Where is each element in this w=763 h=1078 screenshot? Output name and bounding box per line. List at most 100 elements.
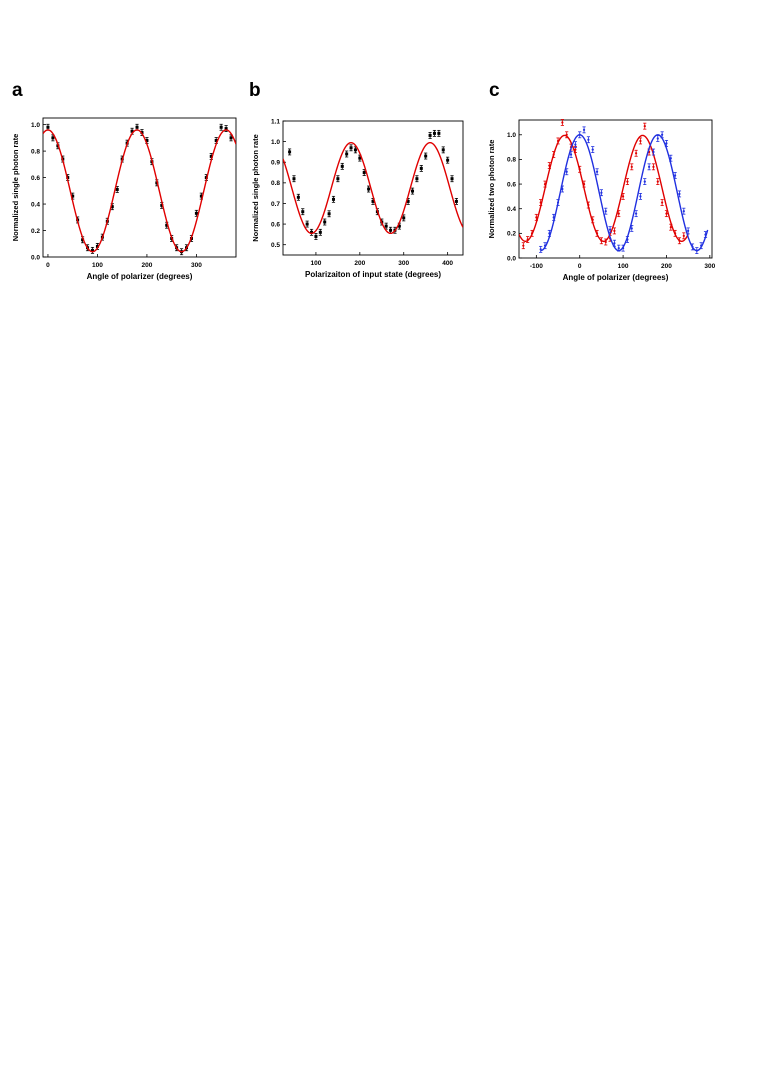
panel-b-chart: 100 200 300 400 0.5 0.6 0.7 0.8 0.9 1.0 1.1 Polariz… [251,118,464,279]
data-point [437,129,441,137]
y-tick-label: 0.6 [31,175,40,182]
marker [613,229,616,232]
marker [362,171,366,175]
data-point [560,185,564,193]
x-tick-label: -100 [530,263,543,270]
marker [135,125,139,129]
data-point [323,218,327,226]
marker [535,216,538,219]
data-point [336,175,340,183]
marker [349,146,353,150]
marker [450,177,454,181]
marker [437,131,441,135]
marker [406,199,410,203]
data-point [643,178,647,186]
x-tick-label: 200 [141,262,152,269]
data-point [90,246,95,254]
marker [652,165,655,168]
marker [595,170,599,173]
y-tick-label: 0.0 [507,255,516,262]
data-point [604,207,608,215]
marker [411,189,415,193]
marker [81,238,85,242]
data-point [219,123,223,131]
marker [678,192,681,196]
fit-curve [283,141,463,235]
marker [643,125,646,128]
marker [301,210,305,214]
marker [626,180,629,183]
data-point [638,192,643,200]
data-point [424,152,428,160]
data-point [625,178,630,186]
marker [214,139,218,143]
y-tick-label: 0.2 [31,228,40,235]
x-tick-label: 100 [310,260,321,267]
y-tick-label: 0.4 [31,201,40,208]
data-point [660,199,664,206]
x-tick-label: 200 [661,263,672,270]
data-point [682,207,686,215]
marker [600,191,603,194]
y-tick-label: 1.1 [271,118,280,125]
marker [565,170,568,173]
y-tick-label: 1.0 [507,132,516,139]
data-point [565,168,569,176]
fit-curve [43,129,236,253]
marker [682,234,685,237]
marker [561,121,564,124]
data-point [651,163,656,171]
marker [402,216,406,220]
marker [661,201,664,204]
data-point [647,163,651,171]
marker [419,166,423,170]
marker [648,165,651,168]
marker [428,133,432,137]
marker [415,177,419,181]
data-point [638,137,643,145]
marker [130,129,134,133]
marker [229,136,233,140]
panel-label-c: c [489,80,500,101]
data-point [388,226,393,234]
marker [371,199,375,203]
data-point [586,136,590,144]
y-tick-label: 0.7 [271,201,280,208]
x-tick-label: 100 [92,262,103,269]
marker [656,180,659,183]
data-point [314,233,318,240]
data-point [669,223,673,231]
data-point [446,156,450,164]
data-point [450,175,454,183]
marker [160,203,164,207]
panel-label-b: b [249,80,261,101]
marker [90,248,94,252]
marker [661,133,664,136]
marker [323,220,327,224]
marker [604,210,607,213]
marker [358,156,362,160]
marker [621,195,625,198]
x-tick-label: 300 [191,262,202,269]
panel-label-a: a [12,80,23,101]
marker [71,194,75,198]
marker [336,177,340,181]
data-point [349,144,353,152]
data-point [634,210,638,218]
data-point [560,119,564,126]
y-axis-title: Normalized single photon rate [11,134,20,242]
x-axis-title: Angle of polarizer (degrees) [87,272,193,281]
marker [639,195,642,198]
marker [424,154,428,158]
marker [314,234,318,238]
y-tick-label: 1.0 [31,122,40,129]
marker [318,230,322,234]
figure-canvas: 0 100 200 300 0.0 0.2 0.4 0.6 0.8 1.0 Angle of pol… [11,117,716,282]
data-point [686,227,690,235]
data-point [656,178,660,186]
marker [687,229,690,232]
x-tick-label: 100 [618,263,629,270]
marker [397,224,401,228]
marker [353,148,357,152]
data-point [441,146,445,154]
